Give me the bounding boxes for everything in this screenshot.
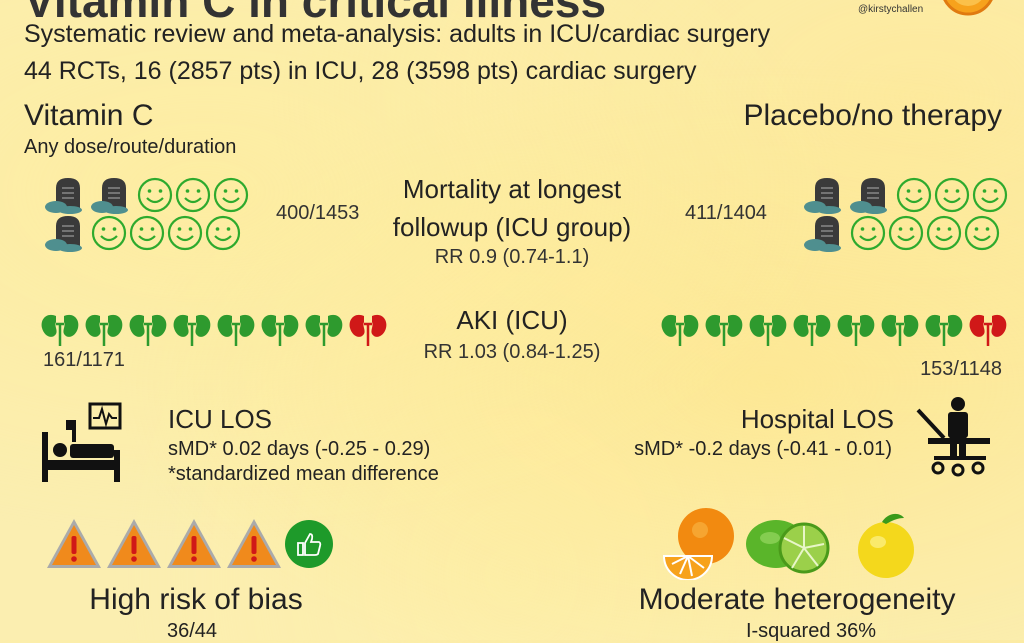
mortality-label-2: followup (ICU group) — [392, 212, 632, 242]
green-kidney-icon — [305, 314, 343, 346]
aki-right-count: 153/1148 — [920, 358, 1002, 380]
aki-label: AKI (ICU) — [456, 305, 568, 335]
smiley-face-icon — [205, 215, 241, 251]
aki-left-count: 161/1171 — [43, 349, 125, 371]
mortality-rr: RR 0.9 (0.74-1.1) — [434, 246, 590, 268]
warning-icon — [107, 519, 161, 568]
icu-los-label: ICU LOS — [168, 404, 273, 434]
aki-left-icons — [38, 310, 390, 348]
lemon-fruit-icon — [852, 510, 918, 580]
bias-icons — [44, 516, 334, 572]
smiley-face-icon — [213, 177, 249, 213]
green-kidney-icon — [661, 314, 699, 346]
heterogeneity-label: Moderate heterogeneity — [638, 583, 956, 616]
gravestone-icon — [804, 178, 841, 214]
gravestone-icon — [804, 216, 841, 252]
smiley-face-icon — [888, 215, 924, 251]
smiley-face-icon — [137, 177, 173, 213]
aki-block: AKI (ICU) RR 1.03 (0.84-1.25) — [392, 303, 632, 364]
aki-right-icons — [658, 310, 1010, 348]
green-kidney-icon — [925, 314, 963, 346]
icu-los-value: sMD* 0.02 days (-0.25 - 0.29) — [168, 438, 431, 460]
heterogeneity-value: I-squared 36% — [745, 620, 877, 642]
smiley-face-icon — [91, 215, 127, 251]
gravestone-icon — [45, 178, 82, 214]
green-kidney-icon — [217, 314, 255, 346]
warning-icon — [47, 519, 101, 568]
smiley-face-icon — [964, 215, 1000, 251]
mortality-right-icons — [803, 176, 1013, 252]
arm-left-title: Vitamin C — [24, 99, 154, 132]
gravestone-icon — [45, 216, 82, 252]
green-kidney-icon — [261, 314, 299, 346]
aki-rr: RR 1.03 (0.84-1.25) — [423, 341, 601, 363]
bias-label: High risk of bias — [89, 583, 303, 616]
arm-right-title: Placebo/no therapy — [743, 99, 1002, 132]
mortality-label-1: Mortality at longest — [402, 174, 622, 204]
mortality-left-count: 400/1453 — [276, 202, 360, 224]
orange-fruit-icon — [662, 504, 738, 580]
smiley-face-icon — [926, 215, 962, 251]
hospital-los-value: sMD* -0.2 days (-0.41 - 0.01) — [634, 438, 892, 460]
page-title: Vitamin C in critical illness — [24, 0, 607, 27]
smiley-face-icon — [167, 215, 203, 251]
hospital-los-label: Hospital LOS — [740, 404, 894, 434]
red-kidney-icon — [969, 314, 1007, 346]
thumbs-up-icon — [285, 520, 333, 568]
smiley-face-icon — [129, 215, 165, 251]
lime-fruit-icon — [740, 514, 832, 578]
green-kidney-icon — [793, 314, 831, 346]
green-kidney-icon — [41, 314, 79, 346]
hospital-bed-icon — [40, 402, 122, 484]
warning-icon — [167, 519, 221, 568]
bias-count: 36/44 — [166, 620, 218, 642]
mortality-right-count: 411/1404 — [685, 202, 767, 224]
gravestone-icon — [91, 178, 128, 214]
wheelchair-person-icon — [914, 396, 994, 478]
smiley-face-icon — [934, 177, 970, 213]
green-kidney-icon — [173, 314, 211, 346]
green-kidney-icon — [749, 314, 787, 346]
warning-icon — [227, 519, 281, 568]
green-kidney-icon — [881, 314, 919, 346]
mortality-block: Mortality at longest followup (ICU group… — [372, 170, 652, 269]
green-kidney-icon — [129, 314, 167, 346]
smiley-face-icon — [850, 215, 886, 251]
gravestone-icon — [850, 178, 887, 214]
smiley-face-icon — [972, 177, 1008, 213]
green-kidney-icon — [705, 314, 743, 346]
subtitle-line-1: Systematic review and meta-analysis: adu… — [24, 20, 771, 48]
subtitle-line-2: 44 RCTs, 16 (2857 pts) in ICU, 28 (3598 … — [24, 57, 697, 85]
green-kidney-icon — [85, 314, 123, 346]
red-kidney-icon — [349, 314, 387, 346]
mortality-left-icons — [44, 176, 254, 252]
smiley-face-icon — [175, 177, 211, 213]
icu-los-footnote: *standardized mean difference — [168, 463, 439, 485]
green-kidney-icon — [837, 314, 875, 346]
orange-slice-icon — [938, 0, 998, 18]
arm-left-subtitle: Any dose/route/duration — [24, 136, 237, 158]
smiley-face-icon — [896, 177, 932, 213]
author-handle: @kirstychallen — [858, 4, 924, 15]
